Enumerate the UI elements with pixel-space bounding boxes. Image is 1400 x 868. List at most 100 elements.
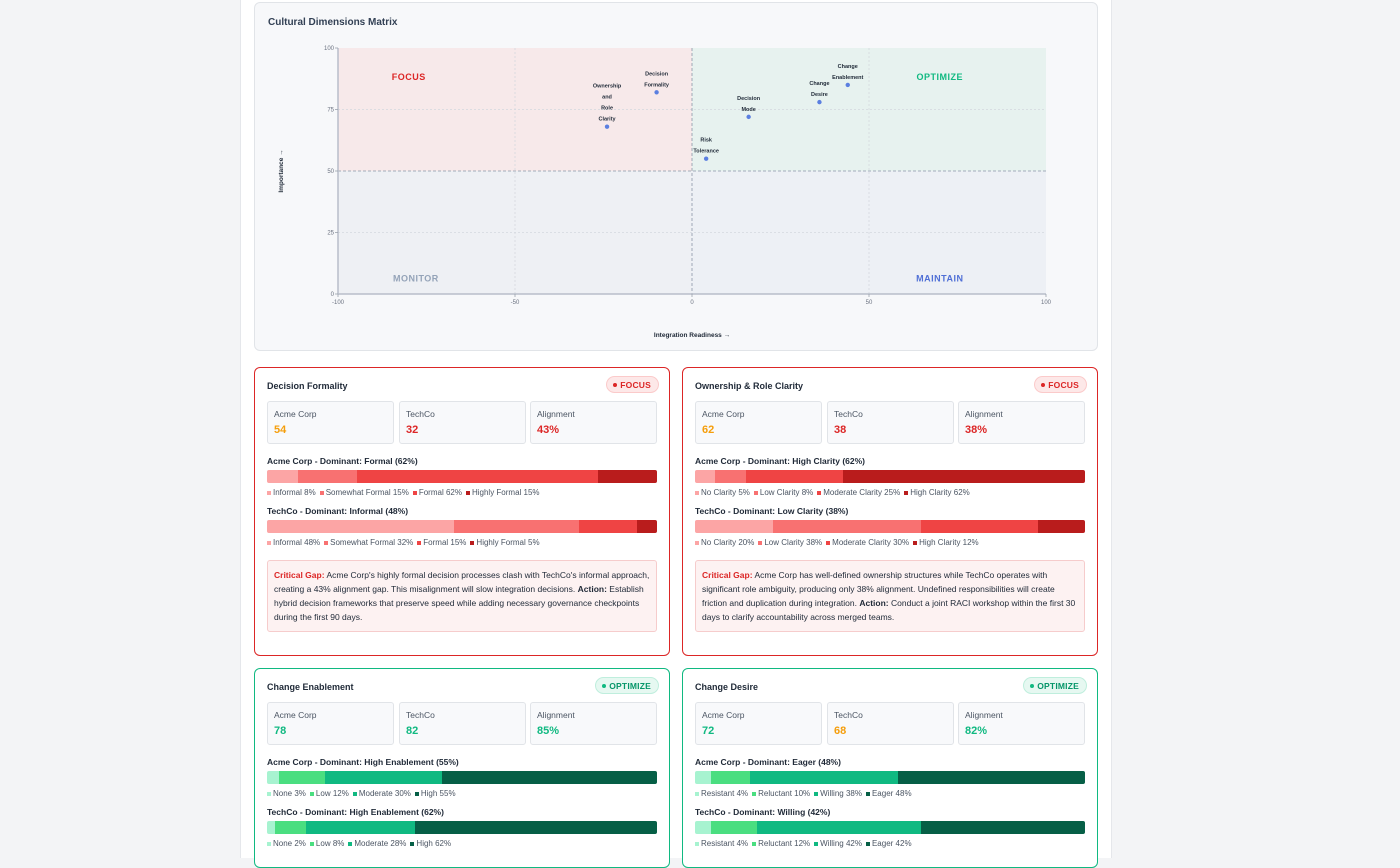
alignment-score: Alignment 82% [958, 702, 1085, 745]
x-axis-label: Integration Readiness → [654, 332, 730, 339]
legend-label: Reluctant 10% [758, 789, 811, 798]
legend-item: Low Clarity 8% [753, 488, 813, 497]
stat-value: 82% [965, 725, 988, 737]
data-point-label: Risk [700, 138, 713, 144]
data-point [703, 156, 709, 161]
y-tick-label: 75 [327, 108, 334, 114]
dimension-card-change-desire: Change Desire OPTIMIZE Acme Corp 72 TechC… [682, 668, 1098, 868]
bar-segment [695, 520, 773, 533]
legend-label: Somewhat Formal 32% [330, 538, 414, 547]
quadrant-label-focus: FOCUS [392, 72, 426, 82]
legend-label: Moderate 30% [358, 789, 411, 798]
legend-item: High 62% [410, 839, 451, 848]
bar-segment [598, 470, 657, 483]
bar-segment [714, 470, 746, 483]
legend-label: Somewhat Formal 15% [325, 488, 409, 497]
data-point [817, 99, 822, 105]
x-tick-label: 0 [690, 300, 694, 306]
dimension-card-change-enablement: Change Enablement OPTIMIZE Acme Corp 78 T… [254, 668, 670, 868]
legend-swatch [695, 841, 699, 846]
legend-item: Reluctant 12% [752, 839, 810, 848]
legend-item: Highly Formal 5% [470, 538, 540, 547]
legend-label: Willing 38% [820, 789, 862, 798]
legend-swatch [352, 791, 357, 796]
stat-label: Alignment [965, 409, 1003, 419]
bar-segment [442, 771, 657, 784]
legend-swatch [758, 540, 763, 545]
bar-segment [745, 470, 844, 483]
acme-dist-bar [267, 771, 657, 784]
legend-item: Moderate 30% [352, 789, 411, 798]
x-tick-label: -100 [332, 300, 345, 306]
bar-segment [695, 470, 715, 483]
legend-swatch [752, 841, 757, 846]
legend-swatch [752, 791, 757, 796]
bar-segment [267, 821, 275, 834]
legend-item: High 55% [414, 789, 456, 798]
legend-item: Somewhat Formal 32% [324, 538, 413, 547]
techco-score: TechCo 82 [399, 702, 526, 745]
legend-swatch [753, 490, 758, 495]
legend-label: High 55% [420, 789, 456, 798]
data-point-label: Role [601, 106, 613, 112]
legend-item: Moderate 28% [348, 839, 406, 848]
y-axis-label: Importance → [278, 149, 285, 192]
stat-label: TechCo [406, 710, 435, 720]
acme-score: Acme Corp 62 [695, 401, 822, 444]
legend-label: High Clarity 12% [919, 538, 979, 547]
alignment-score: Alignment 43% [530, 401, 657, 444]
legend-label: Informal 8% [273, 488, 316, 497]
data-point-label: Formality [644, 82, 670, 88]
acme-dist-title: Acme Corp - Dominant: High Clarity (62%) [695, 456, 866, 466]
bar-segment [305, 821, 416, 834]
bar-segment [773, 520, 922, 533]
data-point-label: Desire [811, 92, 828, 98]
cultural-dimensions-matrix: Cultural Dimensions Matrix 0 25 50 75 100 -10… [254, 2, 1098, 351]
gap-text: Acme Corp has well-defined ownership str… [702, 570, 1055, 608]
acme-dist-title: Acme Corp - Dominant: High Enablement (5… [267, 757, 459, 767]
techco-score: TechCo 38 [827, 401, 954, 444]
gap-label: Critical Gap: [702, 570, 753, 580]
techco-dist-title: TechCo - Dominant: Low Clarity (38%) [695, 506, 849, 516]
stat-label: Acme Corp [274, 710, 317, 720]
data-point [604, 124, 610, 129]
legend-label: Formal 62% [418, 488, 462, 497]
techco-dist-bar [267, 821, 657, 834]
legend-label: No Clarity 20% [701, 538, 755, 547]
legend-label: Eager 42% [871, 839, 912, 848]
legend-swatch [865, 841, 870, 846]
action-label: Action: [859, 598, 889, 608]
acme-dist-bar [695, 771, 1085, 784]
bar-segment [325, 771, 443, 784]
legend-item: Low Clarity 38% [758, 538, 822, 547]
techco-dist-bar [695, 821, 1085, 834]
data-point-label: Change [838, 64, 858, 70]
legend-item: Willing 42% [814, 839, 862, 848]
stat-value: 72 [702, 725, 715, 737]
legend-item: High Clarity 62% [904, 488, 970, 497]
legend-swatch [412, 490, 417, 495]
legend-label: Moderate Clarity 25% [823, 488, 901, 497]
legend-label: Moderate Clarity 30% [832, 538, 910, 547]
legend-item: No Clarity 20% [695, 538, 754, 547]
y-tick-label: 0 [331, 292, 335, 298]
techco-dist-title: TechCo - Dominant: High Enablement (62%) [267, 807, 444, 817]
bar-segment [278, 771, 326, 784]
legend-swatch [814, 791, 819, 796]
stat-label: Alignment [537, 409, 575, 419]
legend-swatch [267, 841, 271, 846]
techco-dist-bar [695, 520, 1085, 533]
bar-segment [897, 771, 1085, 784]
stat-label: TechCo [406, 409, 435, 419]
techco-dist-title: TechCo - Dominant: Willing (42%) [695, 807, 831, 817]
page-container: Cultural Dimensions Matrix 0 25 50 75 100 -10… [240, 0, 1112, 868]
stat-value: 78 [274, 725, 287, 737]
stat-label: Acme Corp [702, 710, 745, 720]
techco-dist-legend: None 2% Low 8% Moderate 28% High 62% [267, 839, 451, 848]
stat-value: 68 [834, 725, 847, 737]
legend-item: Willing 38% [814, 789, 862, 798]
bar-segment [921, 821, 1085, 834]
legend-swatch [309, 841, 314, 846]
x-tick-label: -50 [511, 300, 520, 306]
legend-swatch [267, 791, 271, 796]
